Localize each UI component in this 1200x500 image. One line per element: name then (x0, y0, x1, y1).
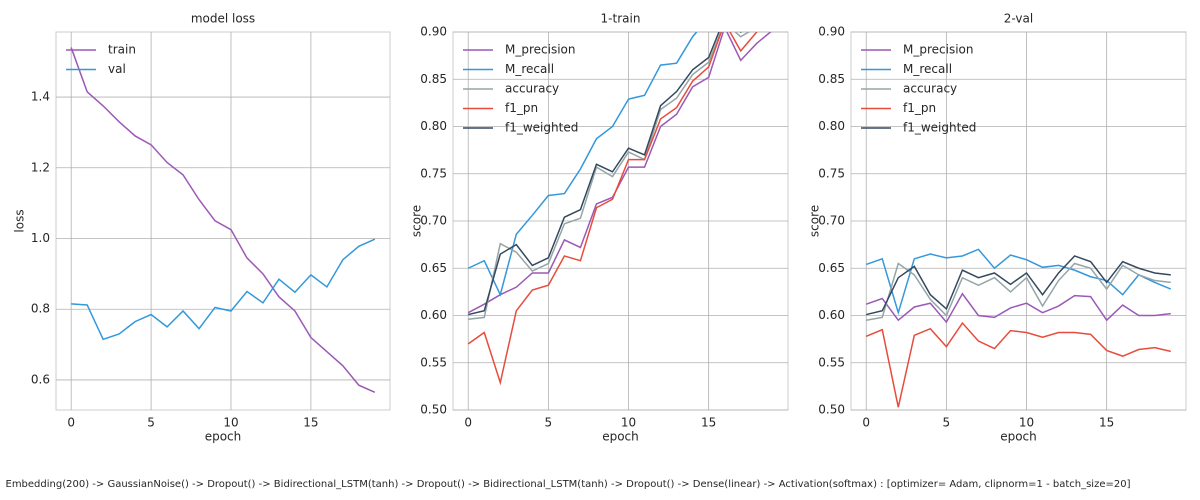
legend-label: M_precision (505, 43, 576, 57)
series-line (865, 248, 1172, 316)
chart-title: model loss (191, 12, 255, 26)
x-tick-label: 0 (464, 416, 472, 430)
x-tick-label: 15 (701, 416, 716, 430)
x-axis-label: epoch (1000, 430, 1037, 444)
x-tick-label: 5 (545, 416, 553, 430)
legend-label: accuracy (903, 82, 957, 96)
x-tick-label: 5 (943, 416, 951, 430)
legend-label: f1_weighted (505, 121, 578, 135)
y-tick-label: 0.55 (420, 355, 447, 369)
legend-label: M_recall (903, 62, 952, 76)
y-tick-label: 0.90 (818, 25, 845, 39)
x-axis-label: epoch (205, 430, 242, 444)
y-tick-label: 0.8 (31, 302, 50, 316)
y-tick-label: 0.85 (420, 72, 447, 86)
series-line (468, 32, 751, 321)
y-tick-label: 0.50 (818, 403, 845, 417)
y-tick-label: 0.75 (818, 166, 845, 180)
y-tick-label: 0.65 (420, 261, 447, 275)
y-tick-label: 0.60 (420, 308, 447, 322)
y-tick-label: 0.90 (420, 25, 447, 39)
legend-label: f1_pn (903, 101, 936, 115)
y-tick-label: 0.85 (818, 72, 845, 86)
legend-label: val (108, 62, 126, 76)
subplot: 0.6 0.8 1.0 1.2 1.4 0 5 10 15 model loss epoch loss… (13, 12, 391, 444)
series-line (467, 32, 698, 297)
x-tick-label: 0 (67, 416, 75, 430)
y-tick-label: 0.6 (31, 372, 50, 386)
x-tick-label: 5 (147, 416, 155, 430)
caption: Embedding(200) -> GaussianNoise() -> Dro… (6, 479, 1131, 490)
y-tick-label: 0.70 (420, 214, 447, 228)
x-tick-label: 10 (1019, 416, 1034, 430)
y-tick-label: 0.80 (420, 119, 447, 133)
series-line (865, 292, 1171, 324)
legend-label: train (108, 43, 136, 57)
series-line (71, 238, 376, 341)
x-tick-label: 10 (621, 416, 636, 430)
series-line (467, 32, 758, 386)
y-tick-label: 1.4 (31, 90, 50, 104)
x-tick-label: 15 (1099, 416, 1114, 430)
series-line (468, 32, 743, 316)
chart-title: 1-train (601, 12, 641, 26)
x-tick-label: 0 (862, 416, 870, 430)
legend-label: f1_pn (505, 101, 538, 115)
y-axis-label: loss (13, 209, 27, 232)
y-tick-label: 0.80 (818, 119, 845, 133)
y-axis-label: score (808, 205, 822, 237)
y-tick-label: 0.50 (420, 403, 447, 417)
series-line (70, 47, 376, 394)
series-line (865, 321, 1171, 408)
y-tick-label: 0.55 (818, 355, 845, 369)
series-line (467, 32, 772, 314)
plot-frame (55, 31, 391, 411)
chart-title: 2-val (1004, 12, 1033, 26)
y-tick-label: 0.70 (818, 214, 845, 228)
y-tick-label: 0.75 (420, 166, 447, 180)
legend-label: M_precision (903, 43, 974, 57)
legend-label: accuracy (505, 82, 559, 96)
x-axis-label: epoch (602, 430, 639, 444)
series-line (866, 255, 1171, 316)
y-tick-label: 1.2 (31, 160, 50, 174)
legend-label: f1_weighted (903, 121, 976, 135)
legend-label: M_recall (505, 62, 554, 76)
x-tick-label: 10 (223, 416, 238, 430)
y-tick-label: 0.60 (818, 308, 845, 322)
subplot: 0.50 0.55 0.60 0.65 0.70 0.75 0.80 0.85 0.90 0 5 10… (410, 12, 789, 444)
y-tick-label: 1.0 (31, 231, 50, 245)
series-line (866, 262, 1171, 321)
x-tick-label: 15 (303, 416, 318, 430)
subplot: 0.50 0.55 0.60 0.65 0.70 0.75 0.80 0.85 0.90 0 5 10… (808, 12, 1187, 444)
y-axis-label: score (410, 205, 424, 237)
y-tick-label: 0.65 (818, 261, 845, 275)
